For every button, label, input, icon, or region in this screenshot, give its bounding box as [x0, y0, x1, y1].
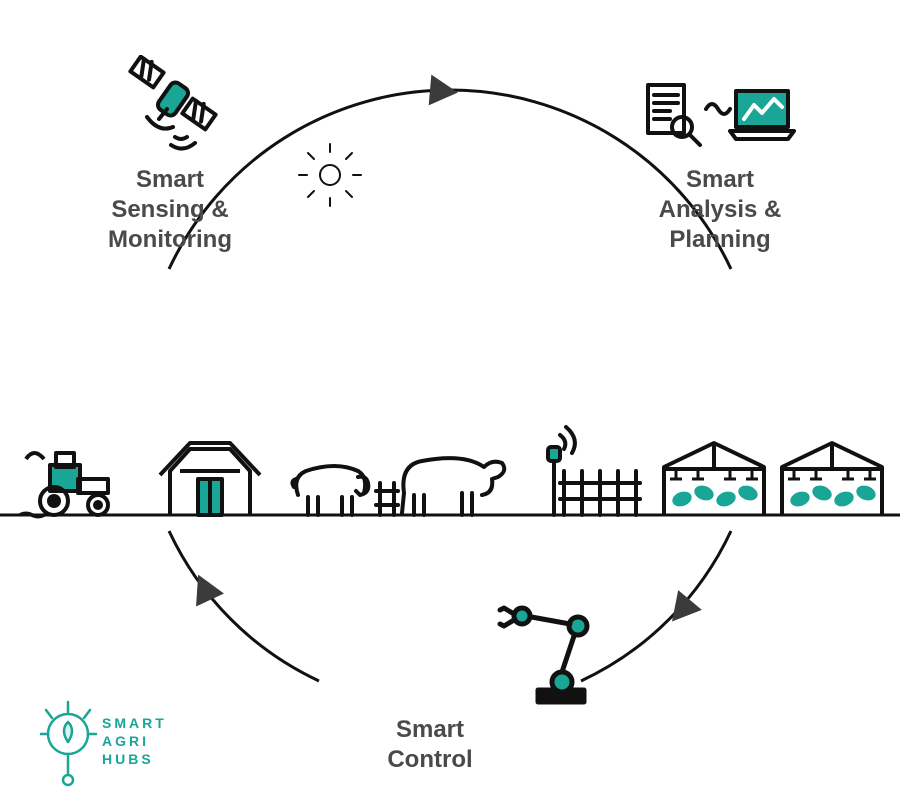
greenhouse-icon: [782, 443, 882, 515]
logo-text-2: AGRI: [102, 733, 149, 749]
control-label: Smart Control: [355, 715, 505, 775]
analysis-icon: [640, 75, 800, 165]
smart-agri-hubs-logo: SMART AGRI HUBS: [40, 700, 210, 800]
barn-icon: [160, 443, 260, 515]
analysis-label: Smart Analysis & Planning: [635, 165, 805, 255]
logo-text-3: HUBS: [102, 751, 154, 767]
sun-icon: [295, 140, 365, 210]
satellite-icon: [115, 55, 225, 155]
cow-icon: [376, 458, 504, 515]
sensor-fence-icon: [548, 427, 640, 515]
pig-icon: [292, 466, 368, 515]
farm-strip: [0, 395, 900, 545]
greenhouse-icon: [664, 443, 764, 515]
tractor-icon: [20, 453, 108, 517]
logo-text-1: SMART: [102, 715, 167, 731]
sensing-label: Smart Sensing & Monitoring: [80, 165, 260, 255]
robot-arm-icon: [490, 590, 610, 710]
